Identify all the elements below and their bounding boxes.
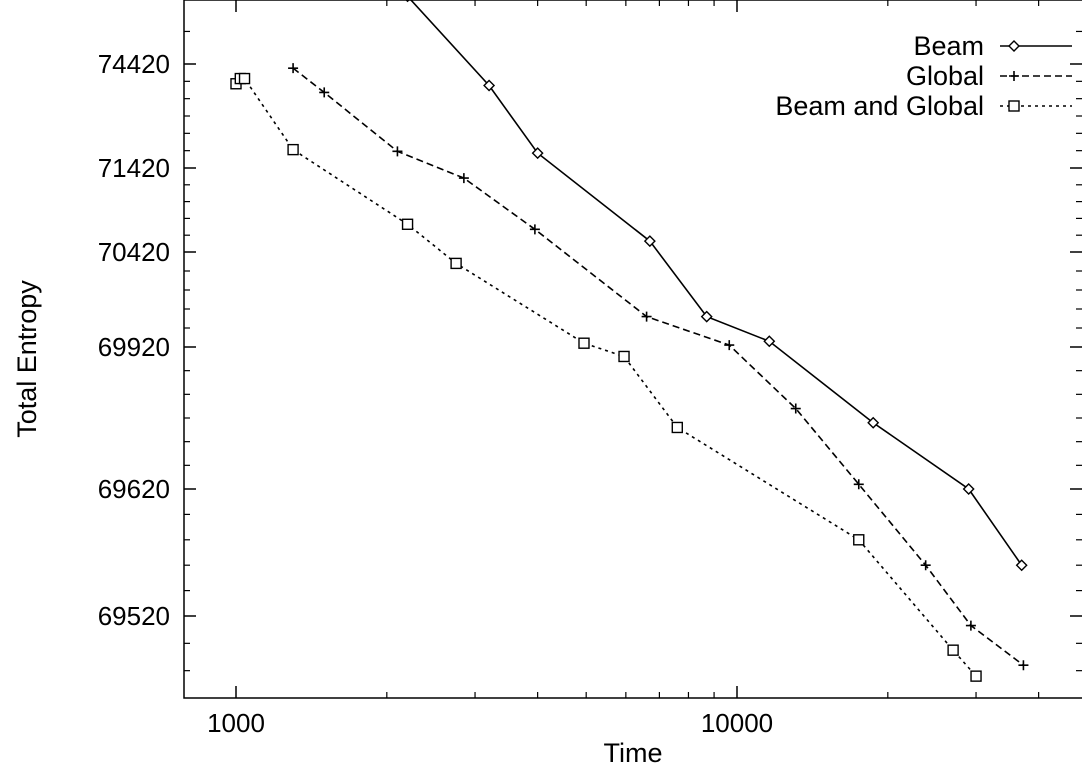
- series-line: [293, 68, 1023, 665]
- legend-label: Beam and Global: [775, 91, 984, 121]
- y-axis-title: Total Entropy: [12, 280, 42, 438]
- data-point-square: [288, 145, 298, 155]
- data-point-plus: [724, 340, 734, 350]
- legend-marker: [1009, 101, 1019, 111]
- series-line: [236, 79, 976, 677]
- data-point-square: [579, 338, 589, 348]
- y-tick-label: 69520: [98, 601, 170, 631]
- legend-label: Global: [906, 61, 984, 91]
- data-point-plus: [921, 560, 931, 570]
- data-point-square: [451, 258, 461, 268]
- data-point-plus: [1018, 660, 1028, 670]
- series-global: [288, 63, 1028, 670]
- data-point-plus: [392, 146, 402, 156]
- data-point-diamond: [964, 484, 974, 494]
- series-beam-and-global: [231, 74, 981, 682]
- data-point-square: [948, 645, 958, 655]
- data-point-square: [240, 74, 250, 84]
- legend-marker: [1009, 71, 1019, 81]
- y-tick-label: 74420: [98, 49, 170, 79]
- y-tick-label: 69920: [98, 332, 170, 362]
- y-tick-label: 71420: [98, 153, 170, 183]
- data-point-diamond: [1017, 560, 1027, 570]
- x-tick-label: 1000: [207, 708, 265, 738]
- x-axis-title: Time: [604, 738, 663, 768]
- data-point-square: [971, 671, 981, 681]
- data-point-square: [672, 422, 682, 432]
- y-tick-label: 69620: [98, 474, 170, 504]
- data-point-square: [403, 219, 413, 229]
- data-point-square: [854, 535, 864, 545]
- legend-marker: [1009, 41, 1019, 51]
- legend-label: Beam: [913, 31, 984, 61]
- data-point-square: [619, 351, 629, 361]
- x-tick-label: 10000: [701, 708, 773, 738]
- y-tick-label: 70420: [98, 237, 170, 267]
